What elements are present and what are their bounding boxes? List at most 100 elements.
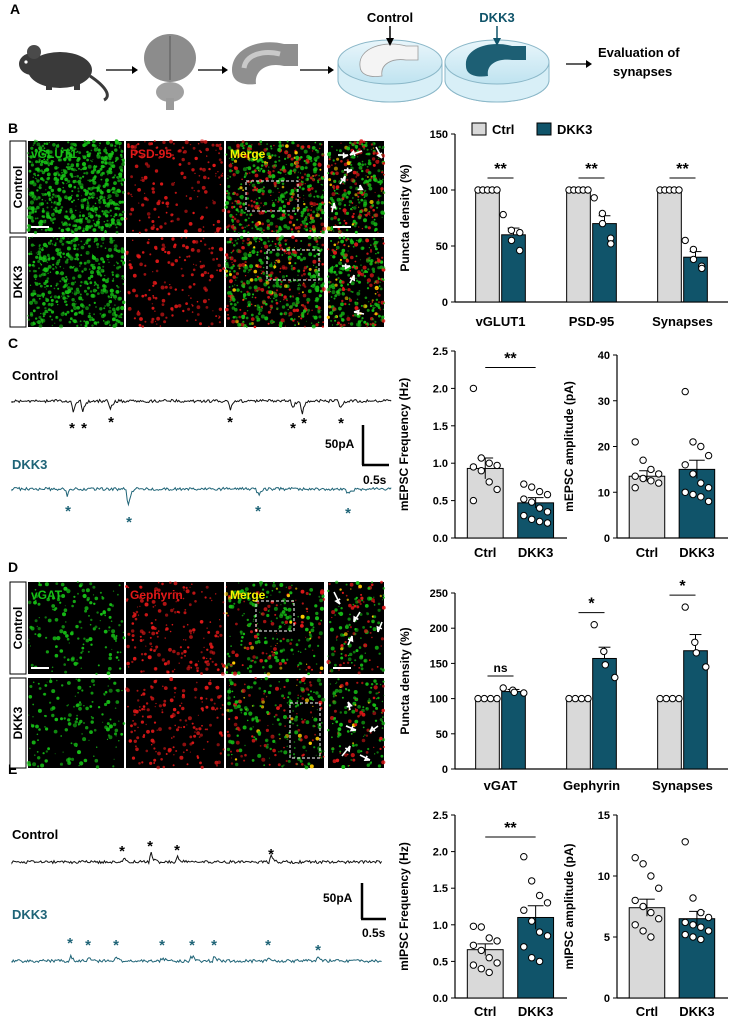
data-point: [697, 923, 705, 931]
data-point: [639, 456, 647, 464]
svg-text:Control: Control: [11, 166, 25, 209]
significance-label: **: [494, 161, 507, 178]
y-tick-label: 1.0: [433, 920, 448, 932]
micrograph-d-r0-c1: [125, 581, 226, 676]
data-point: [647, 872, 655, 880]
y-tick-label: 5: [604, 932, 610, 944]
data-point: [639, 474, 647, 483]
data-point: [639, 927, 647, 935]
panel-letter-b: B: [8, 120, 18, 136]
bar-ctrl: [566, 698, 591, 770]
y-tick-label: 0.5: [433, 496, 448, 508]
channel-label-vgat: vGAT: [31, 588, 63, 602]
mepsc-trace-dkk3: [11, 486, 392, 507]
data-point: [689, 894, 697, 902]
y-tick-label: 2.0: [433, 847, 448, 859]
arrow-icon: [300, 66, 334, 74]
data-point: [474, 694, 482, 703]
y-tick-label: 2.5: [433, 810, 448, 822]
y-tick-label: 15: [598, 810, 610, 822]
arrow-down-icon: [493, 26, 501, 46]
micrograph-d-r1-c1: [125, 677, 225, 770]
data-point: [675, 694, 683, 703]
hippocampus-slice-icon: [232, 42, 298, 85]
y-tick-label: 10: [598, 871, 610, 883]
data-point: [691, 638, 699, 646]
data-point: [520, 853, 528, 861]
data-point: [584, 186, 592, 194]
data-point: [516, 228, 524, 237]
x-tick-label: vGAT: [484, 778, 518, 793]
event-star: *: [81, 420, 87, 437]
data-point: [590, 621, 598, 629]
scale-bar-c: 50pA 0.5s: [325, 425, 389, 487]
significance-label: **: [676, 161, 689, 178]
data-point: [607, 240, 615, 248]
data-point: [485, 968, 493, 977]
y-tick-label: 2.0: [433, 383, 448, 395]
micrograph-b-r0-c1: [125, 139, 225, 234]
y-tick-label: 40: [598, 350, 610, 362]
data-point: [543, 899, 552, 907]
trace-label-dkk3-c: DKK3: [12, 457, 47, 472]
arrow-icon: [106, 66, 138, 74]
y-tick-label: 0: [442, 297, 448, 309]
trace-label-control-c: Control: [12, 368, 58, 383]
data-point: [600, 647, 608, 656]
event-star: *: [290, 420, 296, 437]
data-point: [631, 472, 639, 480]
data-point: [647, 933, 655, 941]
event-star: *: [119, 843, 125, 860]
data-point: [535, 891, 544, 900]
micrograph-d-r1-c2: [226, 676, 326, 770]
x-tick-label: DKK3: [679, 545, 714, 560]
data-point: [535, 487, 544, 496]
data-point: [485, 934, 493, 942]
y-tick-label: 0: [442, 764, 448, 776]
micrograph-b-r0-c3: [326, 139, 386, 234]
event-star: *: [301, 415, 307, 432]
evaluation-label-2: synapses: [613, 64, 672, 79]
bar-dkk3: [517, 916, 555, 999]
data-point: [493, 959, 501, 967]
mouse-icon: [19, 45, 109, 102]
micrograph-b-r1-c2: [225, 235, 326, 329]
legend-ctrl-swatch: [471, 122, 487, 136]
y-tick-label: 100: [430, 694, 448, 706]
x-tick-label: DKK3: [518, 1004, 553, 1019]
data-point: [655, 479, 663, 487]
bar-ctrl: [566, 189, 591, 303]
chart-b-puncta-density: 0 50 100 150 Puncta density (%) vGLUT1 ** PSD-9…: [398, 129, 728, 329]
event-star: *: [227, 414, 233, 431]
data-point: [704, 927, 713, 935]
event-star: *: [174, 842, 180, 859]
micrograph-grid-d: [26, 580, 386, 770]
data-point: [697, 442, 705, 451]
control-label: Control: [367, 10, 413, 25]
micrograph-b-r0-c0: [26, 139, 126, 235]
significance-label: **: [504, 820, 517, 837]
x-tick-label: Gephyrin: [563, 778, 620, 793]
data-point: [584, 694, 592, 703]
x-tick-label: PSD-95: [569, 314, 615, 329]
data-point: [535, 504, 544, 512]
bar-dkk3: [501, 234, 526, 303]
data-point: [689, 921, 697, 929]
data-point: [516, 246, 524, 255]
event-star: *: [338, 415, 344, 432]
data-point: [689, 490, 697, 499]
y-tick-label: 20: [598, 442, 610, 454]
data-point: [598, 209, 607, 218]
event-star: *: [268, 846, 274, 863]
data-point: [477, 467, 485, 475]
data-point: [528, 954, 536, 962]
event-markers-control-e: * * * *: [119, 838, 274, 863]
trace-label-control-e: Control: [12, 827, 58, 842]
event-markers-dkk3-c: * * * *: [65, 503, 351, 531]
data-point: [662, 694, 670, 703]
data-point: [543, 508, 552, 516]
data-point: [493, 186, 501, 194]
data-point: [681, 461, 689, 469]
data-point: [689, 933, 697, 941]
chart-d-puncta-density: 0 50 100 150 200 250 Puncta density (%) vGAT ns G…: [398, 578, 728, 793]
